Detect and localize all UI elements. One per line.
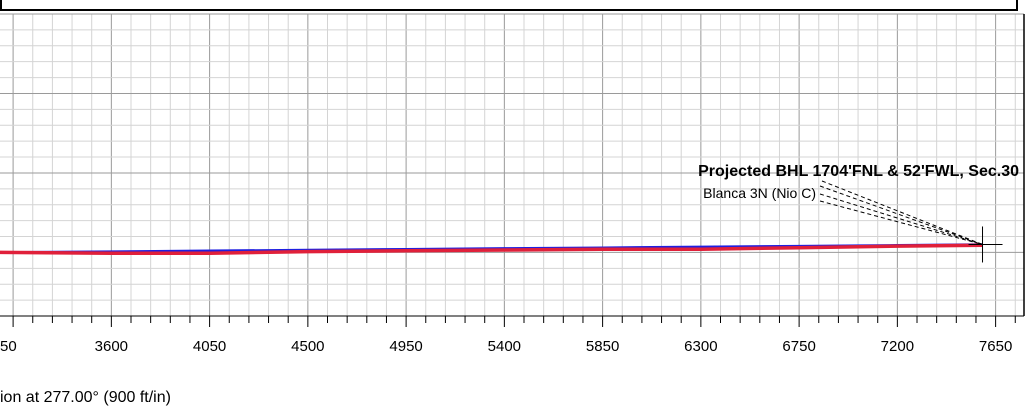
annotation-leader-line [819,193,983,245]
x-tick-label: 5400 [488,338,521,355]
title-box [0,0,1018,11]
annotation-blanca-3n: Blanca 3N (Nio C) [703,185,816,201]
x-tick-label: 6750 [782,338,815,355]
x-tick-label: 50 [0,338,17,355]
annotation-projected-bhl: Projected BHL 1704'FNL & 52'FWL, Sec.30 [698,163,1019,180]
x-tick-label: 6300 [684,338,717,355]
x-tick-label: 4050 [193,338,226,355]
x-tick-label: 5850 [586,338,619,355]
x-axis: 50 3600 4050 4500 4950 5400 5850 6300 6750 7200 76… [0,315,1024,355]
grid [0,13,1025,317]
annotation-leader-line [819,200,983,245]
annotation-layer: Projected BHL 1704'FNL & 52'FWL, Sec.30 … [698,163,1019,245]
annotation-leader-line [821,180,983,245]
series-layer [0,243,983,255]
x-tick-label: 4500 [291,338,324,355]
target-marker [968,226,1003,263]
x-tick-label: 7200 [881,338,914,355]
annotation-leader-line [819,185,983,245]
x-tick-label: 4950 [389,338,422,355]
x-tick-label: 3600 [95,338,128,355]
x-axis-label: ion at 277.00° (900 ft/in) [0,389,171,406]
x-tick-label: 7650 [979,338,1012,355]
series-line-actual [0,243,983,255]
